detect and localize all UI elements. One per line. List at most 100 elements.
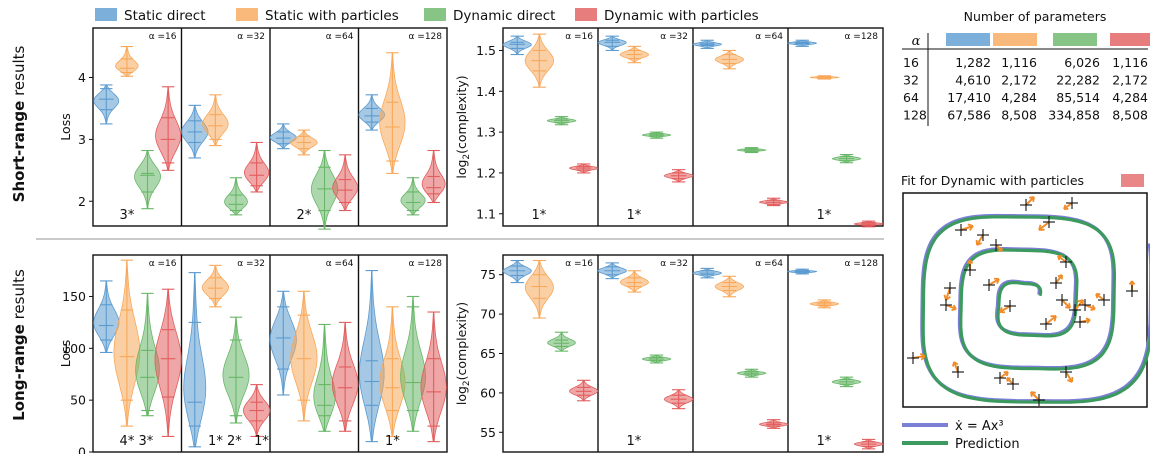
- significance-annotation: 1*: [817, 208, 832, 223]
- velocity-arrow: [1025, 196, 1035, 206]
- legend-label: Dynamic direct: [453, 8, 555, 24]
- violin: [134, 149, 162, 210]
- particle-sample: [1079, 299, 1096, 311]
- violin: [154, 288, 182, 437]
- y-tick-label: 65: [480, 346, 496, 361]
- table-alpha-cell: 16: [903, 55, 919, 70]
- violin: [502, 259, 532, 284]
- y-tick-label: 0: [78, 445, 86, 454]
- violin: [736, 147, 767, 154]
- velocity-arrowhead: [919, 352, 926, 361]
- y-tick-label: 60: [480, 385, 496, 400]
- y-tick-label: 1.4: [476, 84, 496, 99]
- parameter-table: Number of parameters α 16 1,282 1,116 6,026…: [902, 9, 1150, 126]
- velocity-arrowhead: [952, 361, 959, 367]
- table-cell: 85,514: [1056, 90, 1100, 105]
- particle-sample: [994, 371, 1009, 384]
- velocity-arrowhead: [1006, 377, 1011, 382]
- velocity-arrow: [953, 361, 959, 373]
- velocity-arrow: [1030, 391, 1040, 401]
- alpha-label: α =16: [149, 32, 177, 42]
- violin: [810, 75, 840, 80]
- significance-annotation: 1*: [627, 208, 642, 223]
- violin: [202, 94, 229, 147]
- violin: [222, 316, 250, 424]
- particle-sample: [1030, 391, 1045, 406]
- alpha-label: α =64: [326, 259, 354, 269]
- violin: [379, 52, 406, 174]
- violin: [183, 272, 207, 448]
- panel-long-complexity: 55 60 65 70 75 log2(complexity) α =16 α =32 α =6…: [454, 254, 884, 453]
- violin: [619, 270, 649, 293]
- table-cell: 4,610: [955, 73, 991, 88]
- velocity-arrowhead: [966, 259, 974, 265]
- table-cell: 334,858: [1048, 108, 1100, 123]
- violin: [115, 46, 139, 77]
- velocity-arrowhead: [1065, 303, 1071, 309]
- violin: [310, 149, 339, 230]
- violin: [642, 131, 672, 139]
- fit-title: Fit for Dynamic with particles: [901, 173, 1084, 188]
- velocity-arrowhead: [1038, 224, 1045, 231]
- violin: [313, 323, 336, 432]
- violin: [809, 299, 840, 309]
- violin: [853, 438, 884, 450]
- violin: [853, 220, 884, 228]
- violin: [93, 280, 120, 354]
- velocity-arrowhead: [1029, 196, 1035, 202]
- violin: [787, 268, 818, 275]
- velocity-arrow: [1061, 299, 1071, 309]
- y-tick-label: 1.3: [476, 125, 496, 140]
- velocity-arrow: [1057, 255, 1067, 263]
- violin: [420, 311, 447, 443]
- violin: [736, 368, 767, 378]
- y-tick-label: 3: [78, 132, 86, 147]
- violin: [714, 275, 745, 298]
- violin: [290, 290, 318, 422]
- violin: [269, 123, 297, 150]
- significance-annotation: 2*: [297, 208, 312, 223]
- velocity-arrow: [1038, 221, 1050, 231]
- particle-sample: [1056, 294, 1071, 309]
- violin: [663, 389, 694, 410]
- violin: [242, 384, 271, 437]
- velocity-arrowhead: [999, 307, 1006, 314]
- table-cell: 2,172: [1001, 73, 1037, 88]
- y-tick-label: 50: [70, 393, 86, 408]
- y-axis-label: log2(complexity): [454, 302, 472, 405]
- table-cell: 8,508: [1001, 108, 1037, 123]
- fit-plot: Fit for Dynamic with particles ẋ = Ax³ P…: [901, 173, 1150, 452]
- table-color-header: [993, 33, 1037, 46]
- y-tick-label: 1.2: [476, 165, 496, 180]
- particle-sample: [975, 229, 989, 246]
- alpha-label: α =16: [565, 32, 593, 42]
- legend: Static direct Static with particles Dynami…: [95, 8, 759, 24]
- table-alpha-cell: 32: [903, 73, 919, 88]
- velocity-arrowhead: [1050, 315, 1057, 322]
- table-cell: 22,282: [1056, 73, 1100, 88]
- violin: [290, 129, 318, 156]
- velocity-arrow: [1095, 293, 1105, 301]
- alpha-label: α =128: [844, 32, 878, 42]
- panel-short-complexity: 1.1 1.2 1.3 1.4 1.5 log2(complexity) α =16 α =3…: [454, 27, 884, 228]
- velocity-arrowhead: [1030, 391, 1036, 397]
- particle-sample: [1095, 293, 1110, 306]
- velocity-arrow: [988, 278, 1000, 286]
- violin: [331, 321, 359, 432]
- y-tick-label: 150: [62, 289, 86, 304]
- violin: [113, 259, 141, 427]
- velocity-arrowhead: [998, 247, 1003, 252]
- legend-swatch: [95, 8, 117, 21]
- table-cell: 67,586: [947, 108, 991, 123]
- legend-label: Static with particles: [265, 8, 399, 24]
- violin: [332, 154, 359, 212]
- table-color-header: [1053, 33, 1097, 46]
- particle-sample: [1060, 366, 1074, 383]
- particle-sample: [907, 352, 926, 364]
- fit-title-swatch: [1121, 174, 1144, 187]
- y-axis-label: log2(complexity): [454, 75, 472, 178]
- particle-sample: [952, 361, 964, 378]
- velocity-arrowhead: [1067, 376, 1074, 383]
- particle-sample: [1063, 197, 1078, 210]
